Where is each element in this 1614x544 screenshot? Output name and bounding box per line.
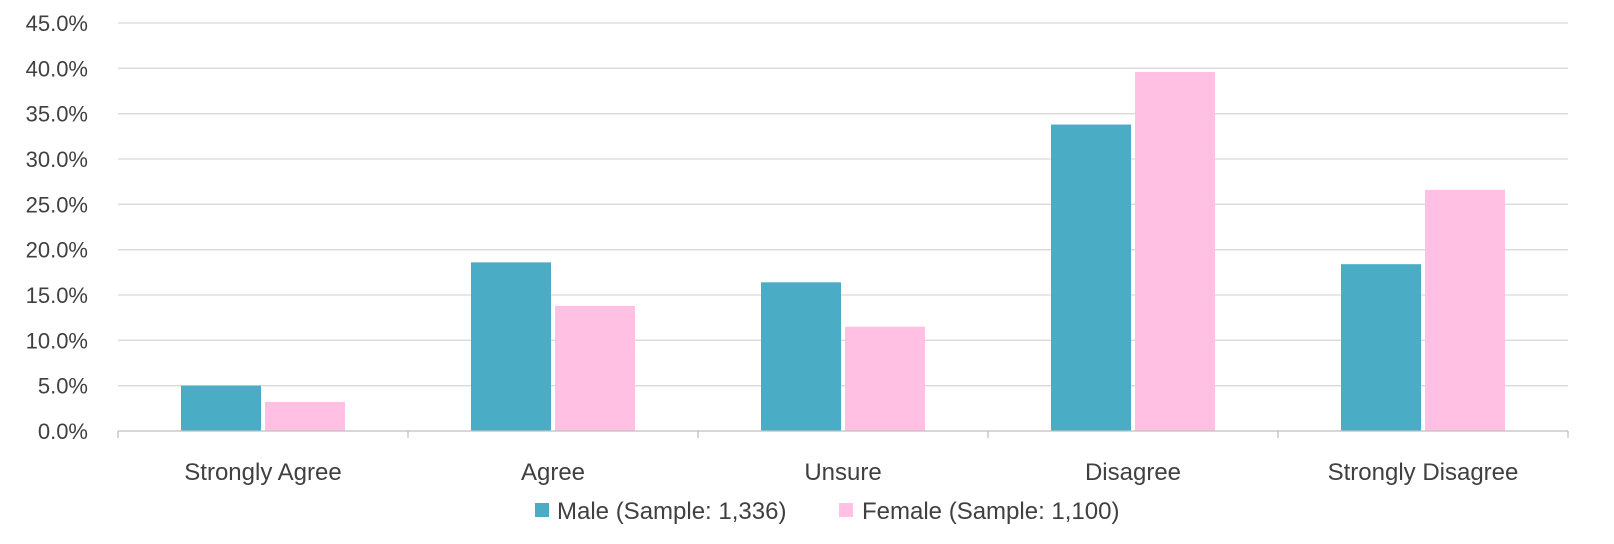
y-tick-label: 10.0% bbox=[26, 328, 88, 353]
legend-label-female: Female (Sample: 1,100) bbox=[862, 498, 1119, 525]
bar-male-agree bbox=[471, 262, 551, 431]
y-tick-label: 40.0% bbox=[26, 56, 88, 81]
x-tick-label: Strongly Disagree bbox=[1328, 459, 1519, 486]
legend-swatch-male bbox=[535, 503, 549, 517]
gridlines bbox=[118, 22, 1568, 387]
x-axis: Strongly Agree Agree Unsure Disagree Strongl… bbox=[117, 430, 1569, 486]
bar-female-agree bbox=[555, 305, 635, 431]
legend-label-male: Male (Sample: 1,336) bbox=[557, 498, 786, 525]
y-tick-label: 45.0% bbox=[26, 11, 88, 36]
y-tick-label: 5.0% bbox=[38, 374, 88, 399]
bar-male-strongly-disagree bbox=[1341, 264, 1421, 431]
bar-male-disagree bbox=[1051, 124, 1131, 432]
bar-female-unsure bbox=[845, 326, 925, 431]
legend: Male (Sample: 1,336) Female (Sample: 1,10… bbox=[535, 498, 1119, 525]
x-tick-label: Strongly Agree bbox=[184, 459, 341, 486]
bar-female-strongly-agree bbox=[265, 401, 345, 431]
bar-female-strongly-disagree bbox=[1425, 189, 1505, 431]
y-tick-label: 25.0% bbox=[26, 192, 88, 217]
y-tick-label: 35.0% bbox=[26, 102, 88, 127]
y-tick-label: 15.0% bbox=[26, 283, 88, 308]
bar-male-strongly-agree bbox=[181, 385, 261, 431]
y-tick-label: 0.0% bbox=[38, 419, 88, 444]
y-tick-label: 20.0% bbox=[26, 238, 88, 263]
x-tick-label: Agree bbox=[521, 459, 585, 486]
legend-swatch-female bbox=[839, 503, 853, 517]
x-tick-label: Unsure bbox=[804, 459, 881, 486]
y-axis-tick-labels: 0.0% 5.0% 10.0% 15.0% 20.0% 25.0% 30.0% 35.0% 40… bbox=[26, 11, 88, 444]
x-tick-label: Disagree bbox=[1085, 459, 1181, 486]
y-tick-label: 30.0% bbox=[26, 147, 88, 172]
bar-female-disagree bbox=[1135, 71, 1215, 432]
bar-male-unsure bbox=[761, 282, 841, 431]
bars bbox=[181, 71, 1505, 432]
